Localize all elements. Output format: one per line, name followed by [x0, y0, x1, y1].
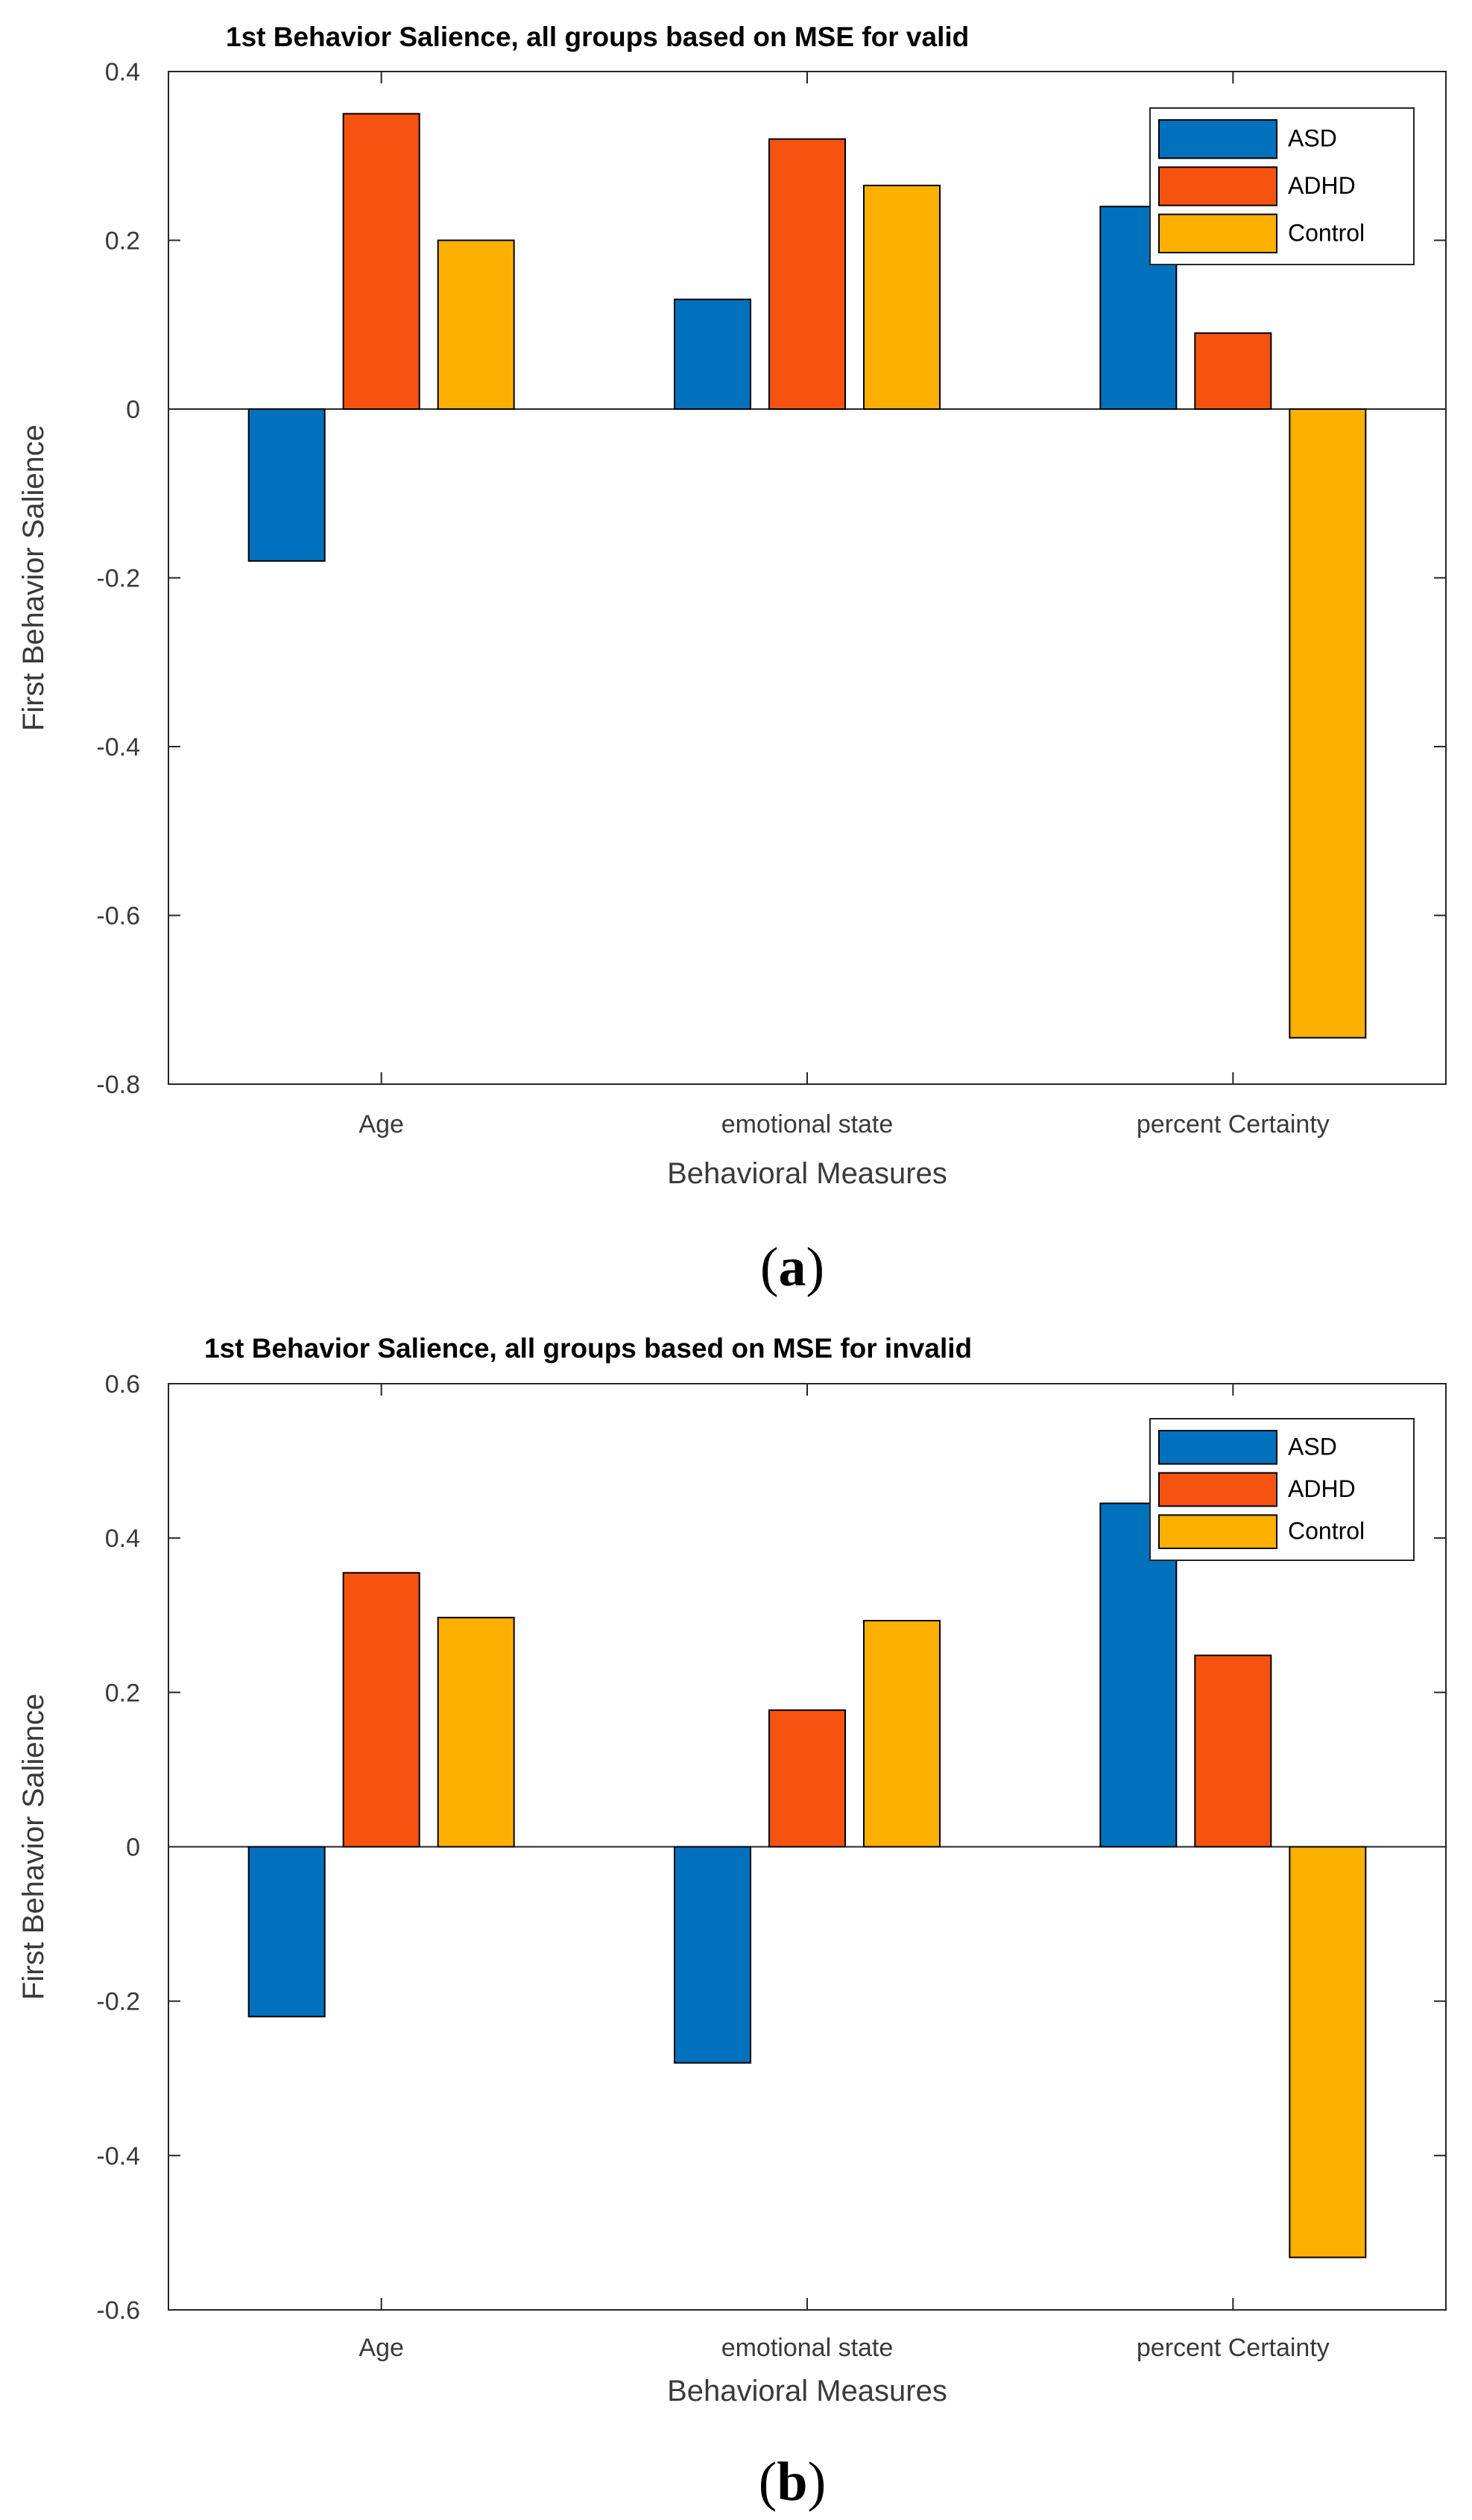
y-tick-label: -0.2 [96, 565, 140, 593]
caption-open: ( [759, 2451, 777, 2513]
bar-adhd-0 [342, 113, 420, 410]
x-tick-label: emotional state [721, 2334, 894, 2362]
panel-caption: (a) [760, 1237, 824, 1298]
legend: ASD ADHD Control [1149, 107, 1415, 265]
legend-label-control: Control [1288, 219, 1365, 246]
y-tick-label: 0.4 [105, 1525, 140, 1553]
caption-open: ( [760, 1237, 779, 1298]
bar-adhd-2 [1194, 332, 1272, 411]
panel-caption: (b) [759, 2451, 826, 2513]
bar-asd-0 [247, 1846, 326, 2018]
caption-close: ) [806, 1237, 825, 1298]
caption-letter: b [777, 2451, 807, 2513]
y-axis-label: First Behavior Salience [17, 1694, 50, 2000]
legend-swatch-adhd [1158, 166, 1277, 206]
x-tick-label: Age [358, 2334, 404, 2362]
bar-control-2 [1289, 1846, 1367, 2258]
bar-adhd-1 [768, 138, 846, 410]
x-tick-label: emotional state [721, 1110, 894, 1139]
legend-label-adhd: ADHD [1288, 1475, 1356, 1502]
y-tick-label: 0.6 [105, 1370, 140, 1399]
chart-panel-0: 1st Behavior Salience, all groups based … [17, 22, 1447, 1298]
y-tick-label: -0.8 [96, 1071, 140, 1099]
bar-control-2 [1289, 408, 1367, 1039]
bar-control-1 [863, 184, 941, 410]
caption-close: ) [808, 2451, 827, 2513]
legend-label-asd: ASD [1288, 125, 1337, 152]
y-tick-label: -0.6 [96, 902, 140, 931]
bar-control-0 [437, 239, 515, 410]
legend-label-adhd: ADHD [1288, 172, 1356, 199]
chart-title: 1st Behavior Salience, all groups based … [226, 22, 969, 52]
legend-swatch-control [1158, 1514, 1277, 1550]
legend-swatch-control [1158, 213, 1277, 253]
chart-title: 1st Behavior Salience, all groups based … [204, 1333, 972, 1364]
bar-asd-1 [674, 1846, 751, 2064]
y-tick-label: 0 [126, 396, 140, 424]
y-tick-label: -0.4 [96, 733, 140, 762]
legend-swatch-asd [1158, 119, 1277, 159]
bar-adhd-2 [1194, 1654, 1272, 1848]
legend-label-control: Control [1288, 1518, 1365, 1545]
y-tick-label: 0.2 [105, 1679, 140, 1707]
legend-swatch-adhd [1158, 1472, 1277, 1507]
bar-control-1 [863, 1620, 941, 1848]
x-axis-label: Behavioral Measures [667, 2375, 947, 2407]
chart-panel-1: 1st Behavior Salience, all groups based … [17, 1333, 1447, 2513]
bar-control-0 [437, 1616, 515, 1848]
x-tick-label: percent Certainty [1137, 2334, 1330, 2362]
y-tick-label: 0.2 [105, 227, 140, 256]
bar-asd-0 [247, 408, 326, 562]
legend-label-asd: ASD [1288, 1433, 1337, 1460]
y-tick-label: -0.2 [96, 1988, 140, 2016]
caption-letter: a [779, 1237, 806, 1298]
bar-adhd-0 [342, 1571, 420, 1848]
y-tick-label: -0.4 [96, 2142, 140, 2171]
x-axis-label: Behavioral Measures [667, 1157, 947, 1190]
x-tick-label: Age [358, 1110, 404, 1139]
y-tick-label: -0.6 [96, 2296, 140, 2325]
bar-adhd-1 [768, 1709, 846, 1848]
y-tick-label: 0 [126, 1834, 140, 1862]
y-tick-label: 0.4 [105, 58, 140, 86]
x-tick-label: percent Certainty [1137, 1110, 1330, 1139]
y-axis-label: First Behavior Salience [17, 425, 50, 731]
bar-asd-1 [674, 298, 751, 410]
legend: ASD ADHD Control [1149, 1418, 1415, 1561]
legend-swatch-asd [1158, 1430, 1277, 1465]
